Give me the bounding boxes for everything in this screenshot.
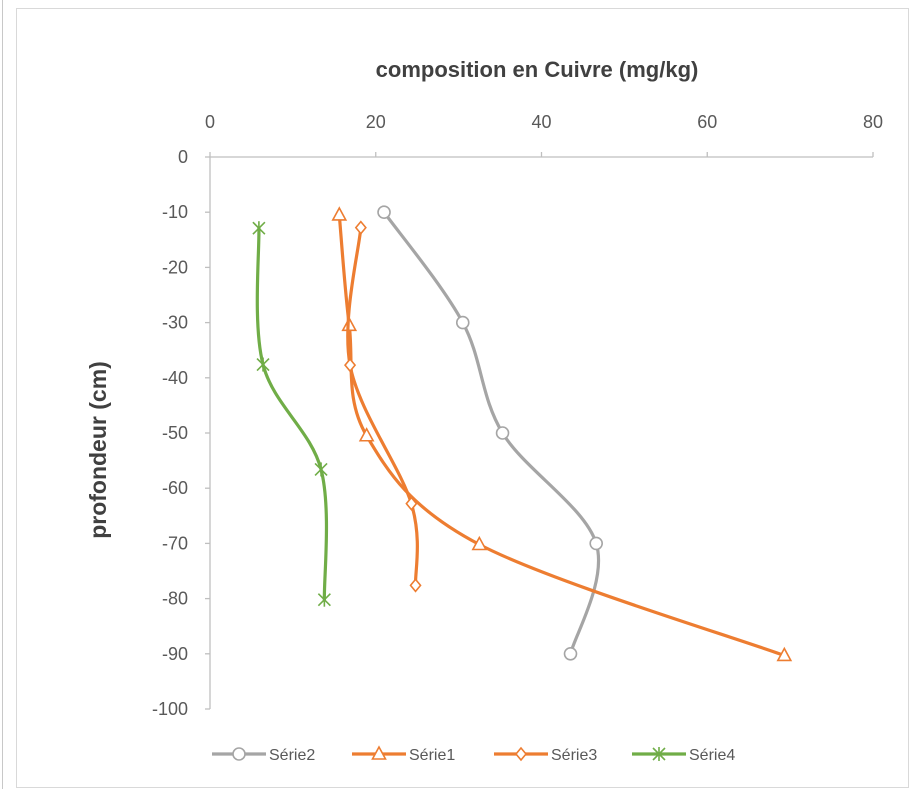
legend-marker-srie1 [371,745,387,760]
y-axis-label: profondeur (cm) [85,361,111,539]
series-line-srie1 [337,213,786,658]
x-tick-label: 20 [366,112,386,132]
legend-label-srie2: Série2 [269,747,315,764]
legend-label-srie3: Série3 [551,747,597,764]
legend: Série2 Série1 Série3 Série4 [212,745,735,764]
series-srie1 [331,206,793,662]
x-tick-label: 60 [697,112,717,132]
data-point-srie3 [409,578,422,593]
y-tick-label: 0 [178,147,188,167]
y-tick-label: -60 [162,478,188,498]
legend-item-srie3: Série3 [494,746,597,764]
y-tick-label: -50 [162,423,188,443]
data-point-srie4 [252,221,266,236]
x-tick-label: 40 [531,112,551,132]
data-point-srie4 [256,357,270,372]
legend-item-srie4: Série4 [632,747,735,764]
data-point-srie1 [358,427,375,442]
legend-marker-srie4 [652,747,666,761]
data-point-srie1 [331,206,348,221]
series-line-srie3 [346,226,419,587]
series-srie3 [344,220,422,593]
series-srie2 [377,205,603,661]
data-point-srie2 [455,315,470,330]
data-point-srie2 [563,646,578,661]
legend-label-srie4: Série4 [689,747,735,764]
y-tick-label: -10 [162,202,188,222]
data-point-srie4 [317,592,331,607]
chart-area-border [16,8,909,788]
data-point-srie1 [471,535,488,551]
legend-marker-srie3 [514,746,528,762]
data-point-srie2 [589,536,603,551]
y-tick-label: -70 [162,533,188,553]
y-tick-label: -80 [162,589,188,609]
data-point-srie3 [354,220,367,235]
data-point-srie3 [344,357,357,373]
data-point-srie1 [776,646,793,662]
y-tick-label: -30 [162,313,188,333]
y-tick-label: -20 [162,257,188,277]
legend-item-srie2: Série2 [212,747,315,764]
legend-label-srie1: Série1 [409,747,455,764]
series-group [252,205,793,662]
data-point-srie2 [495,426,510,440]
series-srie4 [252,221,331,607]
data-point-srie4 [314,462,328,477]
chart-title: composition en Cuivre (mg/kg) [376,57,699,82]
axes: 0 20 40 60 80 0 -10 -20 -30 -40 -50 -60 -70 -80 -90 -10… [152,112,883,719]
y-tick-label: -90 [162,644,188,664]
x-tick-label: 0 [205,112,215,132]
x-tick-label: 80 [863,112,883,132]
series-line-srie4 [255,226,329,602]
data-point-srie2 [377,205,391,219]
y-tick-label: -40 [162,368,188,388]
legend-marker-srie2 [232,747,246,761]
legend-item-srie1: Série1 [352,745,455,764]
y-tick-label: -100 [152,699,188,719]
data-point-srie3 [405,496,418,511]
